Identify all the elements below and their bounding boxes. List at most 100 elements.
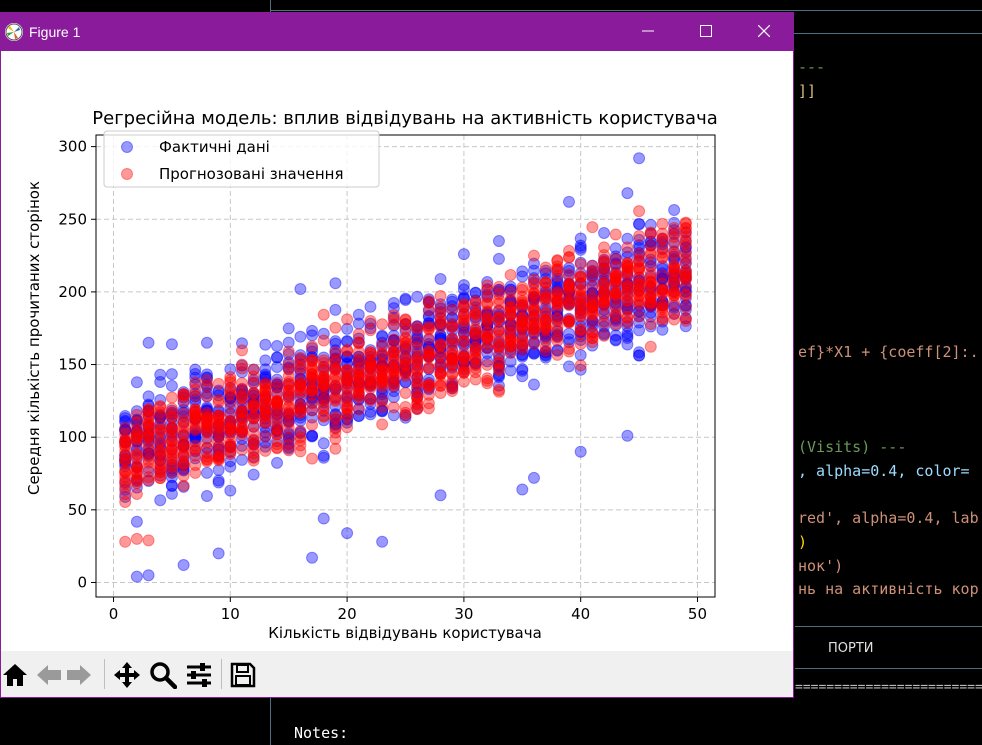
data-point: [352, 376, 365, 389]
data-point: [235, 359, 248, 372]
data-point: [165, 379, 178, 392]
navigation-toolbar: [1, 651, 793, 697]
data-point: [247, 397, 260, 410]
data-point: [142, 474, 155, 487]
data-point: [481, 355, 494, 368]
data-point: [469, 334, 482, 347]
data-point: [633, 281, 646, 294]
data-point: [235, 405, 248, 418]
data-point: [563, 280, 576, 293]
data-point: [668, 262, 681, 275]
data-point: [434, 341, 447, 354]
data-point: [119, 414, 132, 427]
data-point: [516, 363, 529, 376]
data-point: [154, 440, 167, 453]
data-point: [422, 296, 435, 309]
data-point: [341, 412, 354, 425]
data-point: [364, 394, 377, 407]
data-point: [563, 278, 576, 291]
figure-canvas[interactable]: Регресійна модель: вплив відвідувань на …: [1, 51, 793, 651]
data-point: [527, 272, 540, 285]
data-point: [399, 363, 412, 376]
data-point: [469, 357, 482, 370]
data-point: [434, 298, 447, 311]
data-point: [142, 405, 155, 418]
save-button[interactable]: [229, 661, 257, 689]
data-point: [376, 359, 389, 372]
data-point: [621, 338, 634, 351]
minimize-button[interactable]: [619, 13, 677, 51]
data-point: [644, 282, 657, 295]
data-point: [119, 436, 132, 449]
data-point: [306, 352, 319, 365]
data-point: [422, 333, 435, 346]
data-point: [609, 301, 622, 314]
maximize-button[interactable]: [677, 13, 735, 51]
data-point: [224, 408, 237, 421]
data-point: [177, 386, 190, 399]
configure-subplots-button[interactable]: [185, 661, 213, 689]
data-point: [679, 246, 692, 259]
data-point: [212, 431, 225, 444]
home-button[interactable]: [1, 661, 29, 689]
data-point: [317, 437, 330, 450]
data-point: [271, 424, 284, 437]
data-point: [492, 310, 505, 323]
data-point: [446, 318, 459, 331]
data-point: [212, 443, 225, 456]
data-point: [504, 319, 517, 332]
data-point: [399, 293, 412, 306]
window-titlebar[interactable]: Figure 1: [1, 13, 793, 51]
data-point: [411, 359, 424, 372]
data-point: [200, 446, 213, 459]
data-point: [504, 286, 517, 299]
data-point: [294, 360, 307, 373]
pan-button[interactable]: [113, 661, 141, 689]
data-point: [165, 421, 178, 434]
data-point: [644, 269, 657, 282]
data-point: [586, 319, 599, 332]
data-point: [539, 314, 552, 327]
data-point: [364, 362, 377, 375]
data-point: [177, 406, 190, 419]
data-point: [329, 383, 342, 396]
data-point: [317, 327, 330, 340]
data-point: [142, 431, 155, 444]
data-point: [271, 378, 284, 391]
data-point: [679, 264, 692, 277]
data-point: [551, 310, 564, 323]
data-point: [586, 314, 599, 327]
data-point: [200, 409, 213, 422]
data-point: [504, 343, 517, 356]
data-point: [119, 444, 132, 457]
data-point: [282, 431, 295, 444]
data-point: [633, 247, 646, 260]
data-point: [282, 378, 295, 391]
data-point: [457, 248, 470, 261]
data-point: [130, 450, 143, 463]
data-point: [200, 368, 213, 381]
data-point: [200, 390, 213, 403]
close-button[interactable]: [735, 13, 793, 51]
data-point: [317, 391, 330, 404]
minimize-icon: [642, 30, 654, 32]
pan-icon: [114, 662, 140, 688]
data-point: [259, 407, 272, 420]
data-point: [364, 350, 377, 363]
data-point: [200, 379, 213, 392]
data-point: [387, 391, 400, 404]
back-button[interactable]: [35, 661, 63, 689]
data-point: [154, 471, 167, 484]
forward-button[interactable]: [65, 661, 93, 689]
data-point: [329, 393, 342, 406]
data-point: [422, 332, 435, 345]
data-point: [189, 396, 202, 409]
data-point: [539, 288, 552, 301]
data-point: [516, 322, 529, 335]
data-point: [317, 396, 330, 409]
tab-ports[interactable]: ПОРТИ: [828, 641, 874, 656]
zoom-button[interactable]: [149, 661, 178, 690]
data-point: [668, 301, 681, 314]
data-point: [387, 319, 400, 332]
toolbar-separator: [104, 659, 105, 689]
